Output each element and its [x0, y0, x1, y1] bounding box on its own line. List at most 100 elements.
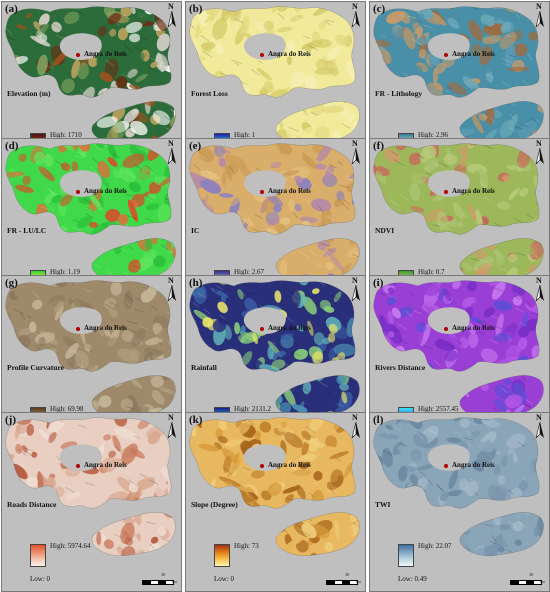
layer-title: TWI	[375, 500, 391, 509]
town-marker	[76, 327, 80, 331]
layer-title: Rainfall	[191, 363, 217, 372]
legend-high-value: High: 0.7	[418, 268, 445, 276]
map-canvas	[5, 143, 176, 282]
town-label: Angra do Reis	[84, 324, 127, 332]
scale-text: 30	[529, 572, 533, 577]
town-marker	[444, 53, 448, 57]
panel-label: (l)	[373, 414, 384, 426]
map-canvas	[373, 6, 544, 145]
panel-label: (d)	[5, 140, 19, 152]
north-letter: N	[168, 2, 174, 11]
map-canvas	[373, 280, 544, 419]
town-label: Angra do Reis	[452, 461, 495, 469]
north-arrow-icon: N	[535, 413, 545, 438]
town-label: Angra do Reis	[452, 50, 495, 58]
town-marker	[444, 464, 448, 468]
map-panel: (l) N Angra do Reis TWI High: 22.07 Low: 0.49…	[369, 412, 550, 592]
panel-label: (f)	[373, 140, 384, 152]
north-letter: N	[536, 413, 542, 422]
map-panel: (j) N Angra do Reis Roads Distance High: 597…	[1, 412, 182, 592]
map-canvas	[189, 6, 360, 145]
legend-low-value: Low: 0.49	[398, 575, 427, 583]
town-label: Angra do Reis	[268, 461, 311, 469]
north-arrow-icon: N	[351, 276, 361, 301]
scale-text: 30	[161, 572, 165, 577]
town-marker	[260, 327, 264, 331]
legend-high-value: High: 1.19	[50, 268, 80, 276]
legend-high-value: High: 22.07	[418, 542, 452, 550]
north-arrow-icon: N	[535, 2, 545, 27]
legend-color-ramp	[398, 544, 414, 567]
panel-label: (b)	[189, 3, 203, 15]
map-canvas	[189, 280, 360, 419]
scale-text: 30	[345, 572, 349, 577]
legend-high-value: High: 1	[234, 131, 256, 139]
scale-bar	[142, 580, 174, 585]
scale-unit: Km	[172, 580, 178, 584]
map-canvas	[373, 143, 544, 282]
bay-water	[243, 444, 286, 471]
layer-title: FR - LU/LC	[7, 226, 47, 235]
legend-color-ramp	[30, 544, 46, 567]
town-marker	[76, 464, 80, 468]
scale-bar	[510, 580, 542, 585]
bay-water	[243, 307, 286, 334]
town-marker	[260, 53, 264, 57]
town-marker	[76, 53, 80, 57]
map-panel: (k) N Angra do Reis Slope (Degree) High: 73 L…	[185, 412, 366, 592]
map-canvas	[373, 417, 544, 556]
legend-high-value: High: 73	[234, 542, 259, 550]
legend-high-value: High: 2131.2	[234, 405, 271, 413]
town-marker	[444, 327, 448, 331]
layer-title: Forest Loss	[191, 89, 228, 98]
terrain-layer	[373, 417, 544, 556]
layer-title: IC	[191, 226, 200, 235]
town-label: Angra do Reis	[268, 187, 311, 195]
bay-water	[59, 444, 102, 471]
town-label: Angra do Reis	[84, 187, 127, 195]
bay-water	[243, 170, 286, 197]
bay-water	[427, 170, 470, 197]
town-label: Angra do Reis	[84, 50, 127, 58]
panel-label: (j)	[5, 414, 16, 426]
town-marker	[260, 464, 264, 468]
north-arrow-icon: N	[167, 276, 177, 301]
scale-unit: Km	[356, 580, 362, 584]
north-letter: N	[536, 139, 542, 148]
scale-unit: Km	[540, 580, 546, 584]
north-arrow-icon: N	[167, 2, 177, 27]
north-letter: N	[168, 276, 174, 285]
north-arrow-icon: N	[167, 139, 177, 164]
town-label: Angra do Reis	[268, 324, 311, 332]
north-letter: N	[168, 139, 174, 148]
bay-water	[59, 307, 102, 334]
layer-title: Rivers Distance	[375, 363, 426, 372]
town-label: Angra do Reis	[268, 50, 311, 58]
legend-color-ramp	[214, 544, 230, 567]
north-arrow-icon: N	[535, 139, 545, 164]
north-letter: N	[352, 2, 358, 11]
map-canvas	[5, 417, 176, 556]
town-label: Angra do Reis	[452, 187, 495, 195]
north-arrow-icon: N	[167, 413, 177, 438]
panel-label: (i)	[373, 277, 384, 289]
town-marker	[76, 190, 80, 194]
layer-title: Elevation (m)	[7, 89, 51, 98]
north-arrow-icon: N	[351, 2, 361, 27]
map-canvas	[189, 417, 360, 556]
town-label: Angra do Reis	[452, 324, 495, 332]
panel-label: (a)	[5, 3, 18, 15]
map-panel: (a) N Angra do Reis Elevation (m) High: 1710…	[1, 1, 182, 181]
north-arrow-icon: N	[535, 276, 545, 301]
north-letter: N	[352, 413, 358, 422]
town-marker	[444, 190, 448, 194]
town-marker	[260, 190, 264, 194]
legend-high-value: High: 2.67	[234, 268, 264, 276]
panel-label: (e)	[189, 140, 202, 152]
north-arrow-icon: N	[351, 413, 361, 438]
bay-water	[59, 170, 102, 197]
map-canvas	[5, 280, 176, 419]
bay-water	[243, 33, 286, 60]
legend-high-value: High: 5974.64	[50, 542, 91, 550]
